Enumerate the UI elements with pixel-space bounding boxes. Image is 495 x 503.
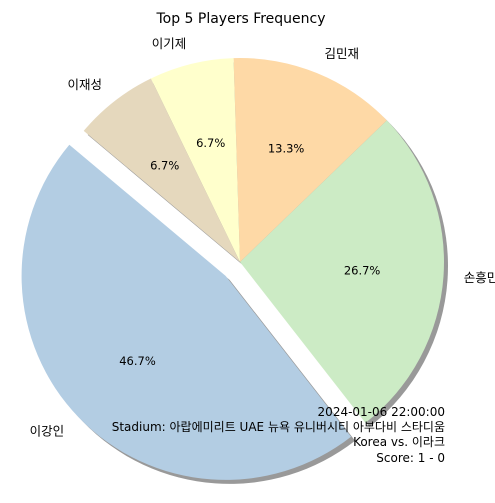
slice-3-wedge	[233, 57, 387, 262]
slice-4-percent: 6.7%	[196, 136, 225, 150]
chart-title: Top 5 Players Frequency	[155, 11, 325, 27]
annotation-stadium: Stadium: 아랍에미리트 UAE 뉴욕 유니버시티 아부다비 스타디움	[112, 420, 445, 434]
slices	[21, 57, 444, 480]
slice-2-label: 손흥민	[464, 270, 495, 285]
slice-4-wedge	[150, 58, 240, 262]
slice-3-label: 김민재	[325, 46, 360, 61]
slice-4-label: 이기제	[152, 36, 187, 51]
slice-1-percent: 46.7%	[119, 354, 156, 368]
slice-2-wedge	[240, 120, 444, 423]
slice-2-percent: 26.7%	[344, 264, 381, 278]
percentage-labels: 46.7% 26.7% 13.3% 6.7% 6.7%	[119, 136, 380, 368]
annotation-datetime: 2024-01-06 22:00:00	[318, 405, 445, 419]
annotation-score: Score: 1 - 0	[376, 451, 445, 465]
annotation-teams: Korea vs. 이라크	[353, 435, 445, 449]
slice-1-label: 이강인	[30, 424, 65, 439]
slice-3-percent: 13.3%	[268, 142, 305, 156]
slice-5-percent: 6.7%	[150, 159, 179, 173]
slice-5-label: 이재성	[67, 77, 102, 92]
match-annotation: 2024-01-06 22:00:00 Stadium: 아랍에미리트 UAE …	[112, 405, 445, 465]
slice-1-wedge	[21, 144, 352, 480]
slice-5-wedge	[83, 78, 240, 262]
